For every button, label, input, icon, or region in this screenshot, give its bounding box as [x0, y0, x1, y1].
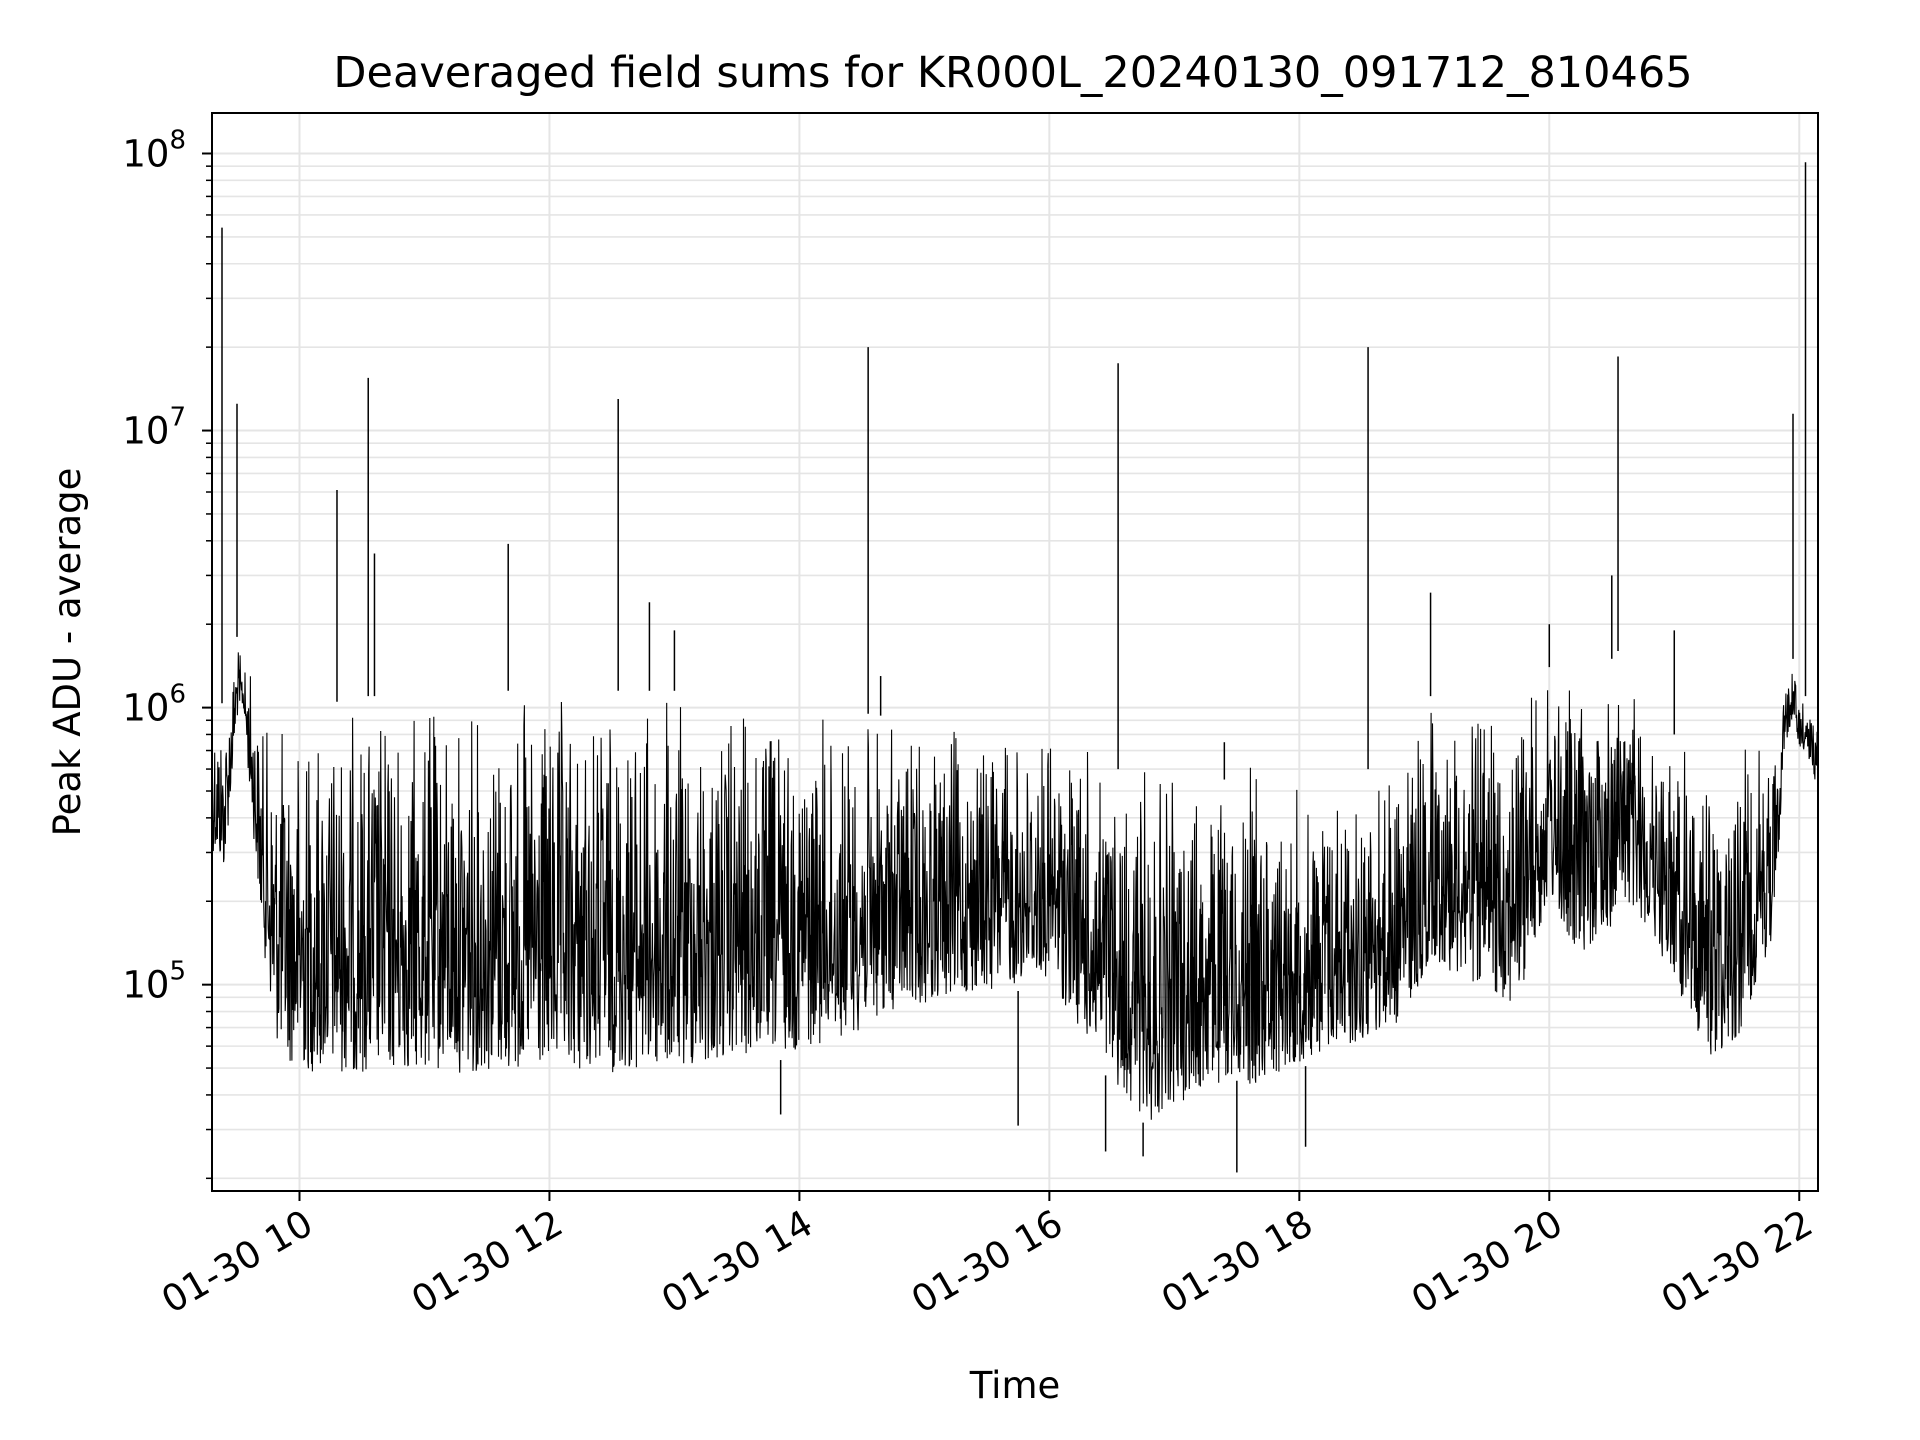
y-tick-label: 107	[122, 403, 186, 453]
series-line	[212, 162, 1818, 1173]
y-tick-label: 105	[122, 957, 186, 1007]
plot-area	[212, 162, 1818, 1173]
x-axis-label: Time	[969, 1364, 1061, 1407]
y-tick-label: 106	[122, 680, 186, 730]
series-trace	[212, 652, 1818, 1120]
y-tick-label: 108	[122, 125, 186, 175]
y-axis: 105 106 107 108	[122, 125, 212, 1180]
chart-title: Deaveraged field sums for KR000L_2024013…	[333, 48, 1692, 98]
y-axis-label: Peak ADU - average	[46, 468, 89, 837]
plot-frame	[211, 112, 1819, 1192]
